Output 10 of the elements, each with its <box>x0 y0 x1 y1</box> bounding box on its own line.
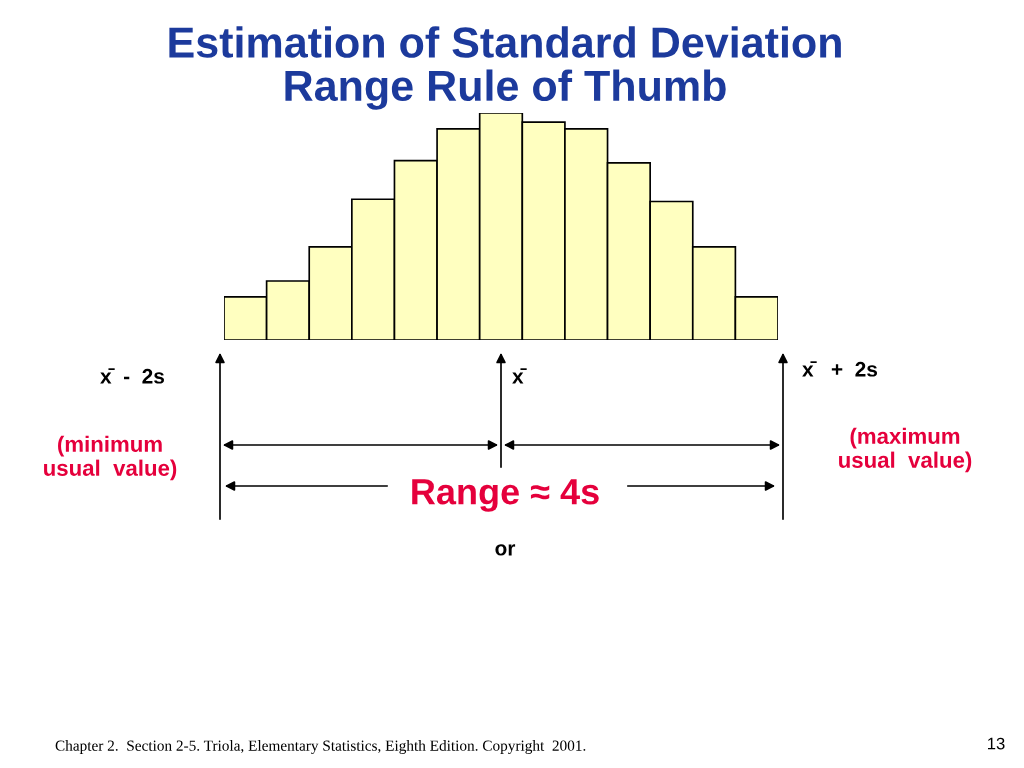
text: x̄ <box>512 368 527 384</box>
text: (maximum usual value) <box>839 427 972 473</box>
text: or <box>495 544 516 556</box>
text: Range ≈ 4s <box>412 479 599 512</box>
text: x̄ + 2s <box>802 361 878 377</box>
text: 13 <box>988 737 1005 750</box>
text: (minimum usual value) <box>44 435 177 481</box>
chart-title: Estimation of Standard Deviation Range Rule of Thumb <box>169 26 841 110</box>
text: x̄ - 2s <box>100 368 164 384</box>
text: Chapter 2. Section 2-5. Triola, Elementary Statistics, Eighth Edition. Copyright 2001. <box>55 740 586 754</box>
